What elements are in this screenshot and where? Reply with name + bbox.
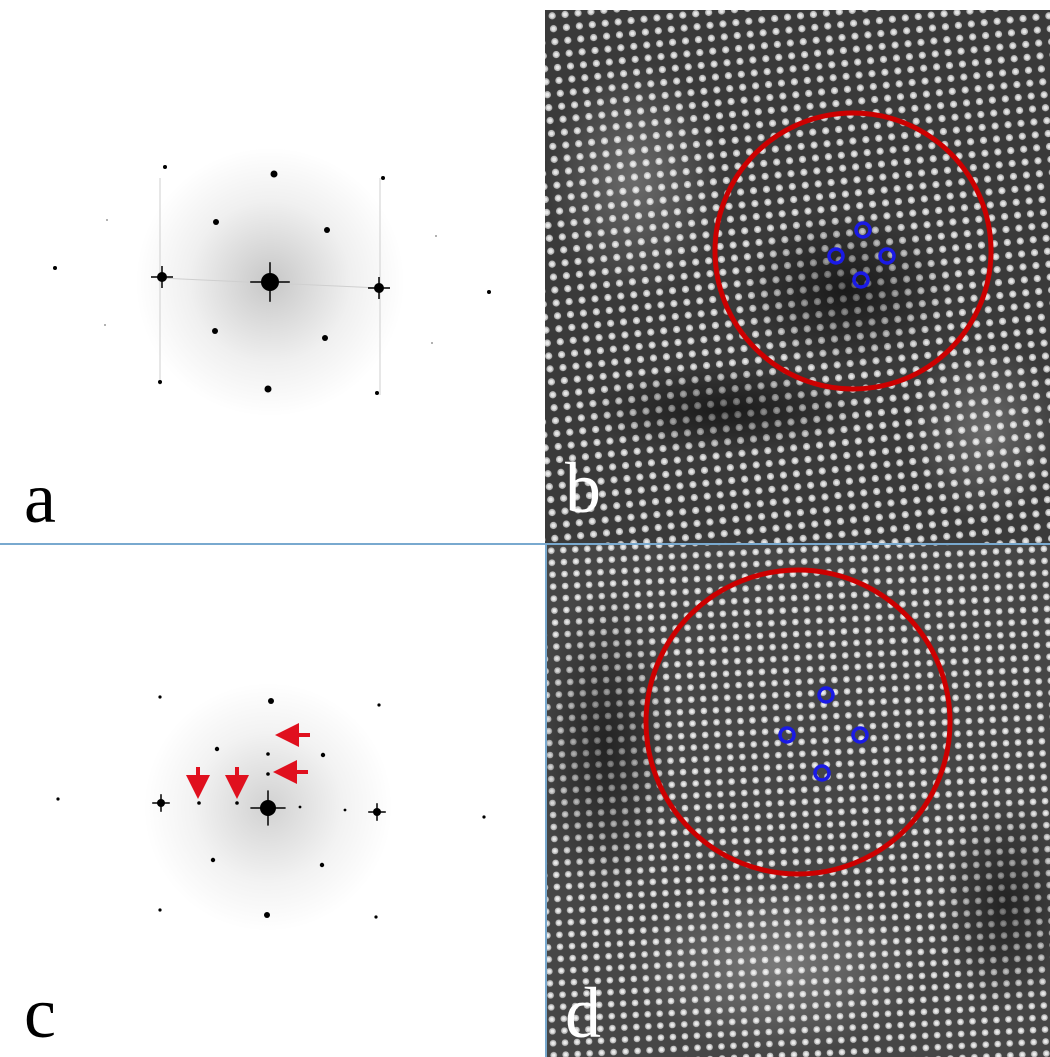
diffraction-spot	[235, 801, 239, 805]
diffraction-spot	[163, 165, 167, 169]
atom-marker	[778, 726, 796, 744]
atom-marker	[813, 764, 831, 782]
diffraction-spot	[322, 335, 328, 341]
lattice-image-b	[545, 10, 1050, 543]
highlight-circle	[643, 567, 953, 877]
atom-marker	[851, 726, 869, 744]
diffraction-spot	[266, 772, 270, 776]
diffraction-spot	[270, 170, 278, 178]
diffraction-pattern-c	[56, 682, 486, 932]
diffraction-spot	[374, 915, 378, 919]
diffraction-spot	[104, 324, 106, 326]
diffraction-spot	[435, 235, 437, 237]
diffraction-spot	[268, 698, 274, 704]
diffraction-spot	[482, 815, 486, 819]
diffraction-spot	[381, 176, 385, 180]
diffraction-spot	[264, 912, 270, 918]
light-contrast-region	[545, 60, 725, 300]
diffraction-spot	[214, 746, 220, 752]
dark-contrast-region	[585, 365, 865, 455]
diffraction-spot	[56, 797, 60, 801]
panel-b-lattice-image: b	[545, 10, 1050, 543]
diffraction-spot	[158, 695, 162, 699]
atom-marker	[827, 247, 845, 265]
light-contrast-region	[625, 875, 925, 1055]
panel-d-lattice-image: d	[545, 545, 1050, 1057]
diffraction-spots	[56, 695, 486, 919]
diffraction-spot	[158, 908, 162, 912]
panel-label-c: c	[24, 973, 56, 1053]
diffraction-spots	[53, 165, 491, 395]
dark-contrast-region	[735, 210, 955, 370]
panel-a-diffraction-pattern: a	[0, 0, 545, 543]
diffraction-spot	[298, 805, 302, 809]
diffraction-spot	[431, 342, 433, 344]
panel-label-d: d	[565, 973, 601, 1053]
atom-marker	[878, 247, 896, 265]
vertical-separator	[545, 545, 547, 1057]
atom-marker	[852, 271, 870, 289]
panel-c-diffraction-pattern: c	[0, 545, 545, 1057]
diffraction-spot	[197, 801, 201, 805]
panel-label-a: a	[24, 458, 56, 538]
dark-contrast-region	[545, 585, 675, 905]
atom-marker	[817, 686, 835, 704]
diffraction-spot	[266, 752, 270, 756]
diffraction-spot	[324, 227, 330, 233]
diffraction-spot	[487, 290, 491, 294]
diffraction-spot	[106, 219, 108, 221]
diffraction-spot	[264, 385, 272, 393]
diffraction-spot	[343, 808, 347, 812]
atom-marker	[854, 221, 872, 239]
diffraction-spot	[212, 328, 218, 334]
diffraction-pattern-a	[53, 147, 491, 417]
diffraction-spot	[375, 391, 379, 395]
panel-label-b: b	[565, 448, 601, 528]
light-contrast-region	[905, 340, 1050, 520]
highlight-circle	[712, 110, 994, 392]
dark-contrast-region	[935, 795, 1050, 1015]
diffraction-spot	[320, 752, 326, 758]
diffraction-spot	[319, 862, 325, 868]
diffraction-spot	[213, 219, 219, 225]
diffraction-spot	[210, 857, 216, 863]
diffraction-spot	[377, 703, 381, 707]
horizontal-separator	[0, 543, 1050, 545]
lattice-image-d	[545, 545, 1050, 1057]
diffraction-spot	[53, 266, 57, 270]
diffraction-spot	[158, 380, 162, 384]
